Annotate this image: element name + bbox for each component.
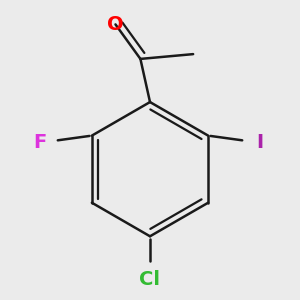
Text: I: I [257, 133, 264, 152]
Text: F: F [33, 133, 46, 152]
Text: O: O [107, 15, 124, 34]
Text: Cl: Cl [140, 270, 160, 289]
